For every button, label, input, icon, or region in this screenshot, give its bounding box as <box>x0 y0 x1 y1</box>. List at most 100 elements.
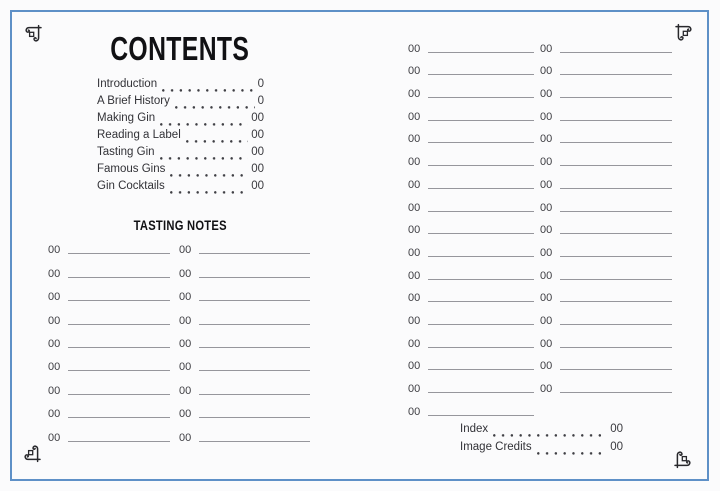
write-in-cell: 00 <box>48 351 179 374</box>
corner-flourish-icon <box>674 451 691 469</box>
write-in-cell: 00 <box>408 237 540 260</box>
write-in-cell: 00 <box>408 373 540 396</box>
page-number-placeholder: 00 <box>408 269 421 282</box>
page-number-placeholder: 00 <box>540 383 553 395</box>
right-page-row: 00 00 <box>408 215 672 238</box>
write-in-cell: 00 <box>540 192 672 215</box>
blank-write-in-line <box>428 346 534 348</box>
page-number-placeholder: 00 <box>48 244 61 257</box>
right-page-row-last: 00 <box>408 396 672 419</box>
section-title: TASTING NOTES <box>133 217 227 233</box>
blank-write-in-line <box>199 393 310 395</box>
write-in-cell: 00 <box>540 215 672 238</box>
write-in-cell: 00 <box>48 398 179 421</box>
write-in-cell: 00 <box>408 305 540 328</box>
blank-write-in-line <box>199 440 310 442</box>
write-in-cell: 00 <box>408 101 540 124</box>
write-in-cell: 00 <box>540 146 672 169</box>
back-matter-label: Image Credits <box>460 440 532 453</box>
dot-leader <box>158 112 249 129</box>
write-in-cell: 00 <box>408 283 540 306</box>
page-number-placeholder: 00 <box>408 42 421 55</box>
write-in-cell: 00 <box>540 351 672 374</box>
blank-write-in-line <box>428 323 534 325</box>
write-in-cell: 00 <box>48 281 179 304</box>
blank-write-in-line <box>428 233 534 235</box>
blank-write-in-line <box>428 414 534 416</box>
page-number-placeholder: 00 <box>540 337 553 350</box>
blank-write-in-line <box>428 210 534 212</box>
right-page-row: 00 00 <box>408 124 672 147</box>
page-number-placeholder: 00 <box>540 224 553 237</box>
blank-write-in-line <box>560 97 672 99</box>
tasting-notes-row: 00 00 <box>48 398 310 421</box>
right-page-row: 00 00 <box>408 146 672 169</box>
write-in-cell: 00 <box>408 215 540 238</box>
toc-entry-page-number: 00 <box>251 129 264 141</box>
page-number-placeholder: 00 <box>408 224 421 237</box>
page-number-placeholder: 00 <box>540 178 553 191</box>
page-number-placeholder: 00 <box>48 337 61 350</box>
blank-write-in-line <box>428 97 534 99</box>
blank-write-in-line <box>68 417 170 419</box>
right-page-row: 00 00 <box>408 237 672 260</box>
write-in-cell: 00 <box>48 257 179 280</box>
write-in-cell: 00 <box>179 398 310 421</box>
page-number-placeholder: 00 <box>540 88 553 101</box>
right-page-row: 00 00 <box>408 56 672 79</box>
blank-write-in-line <box>428 392 534 393</box>
right-page-row: 00 00 <box>408 78 672 101</box>
toc-entry-label: Making Gin <box>97 112 156 124</box>
blank-write-in-line <box>428 142 534 144</box>
page-number-placeholder: 00 <box>179 384 192 397</box>
write-in-cell: 00 <box>48 421 179 444</box>
dot-leader <box>168 163 249 180</box>
blank-write-in-line <box>560 165 672 167</box>
write-in-cell: 00 <box>48 234 179 257</box>
tasting-notes-title-wrap: TASTING NOTES <box>40 217 320 235</box>
tasting-notes-row: 00 00 <box>48 234 310 257</box>
page-number-placeholder: 00 <box>408 178 421 191</box>
toc-entry-page-number: 0 <box>257 78 264 90</box>
tasting-notes-row: 00 00 <box>48 351 310 374</box>
blank-write-in-line <box>68 370 170 372</box>
blank-write-in-line <box>560 255 672 257</box>
tasting-notes-row: 00 00 <box>48 304 310 327</box>
page-number-placeholder: 00 <box>540 65 553 78</box>
blank-write-in-line <box>560 233 672 235</box>
blank-write-in-line <box>560 74 672 76</box>
write-in-cell: 00 <box>48 328 179 351</box>
blank-write-in-line <box>560 51 672 53</box>
page-number-placeholder: 00 <box>408 156 421 169</box>
tasting-notes-row: 00 00 <box>48 281 310 304</box>
toc-entry-label: Tasting Gin <box>97 146 155 158</box>
write-in-cell: 00 <box>179 421 310 444</box>
corner-flourish-icon <box>24 445 41 463</box>
page-number-placeholder: 00 <box>540 42 553 55</box>
write-in-cell: 00 <box>408 192 540 215</box>
page-number-placeholder: 00 <box>408 88 421 101</box>
write-in-cell: 00 <box>540 169 672 192</box>
dot-leader <box>167 180 249 197</box>
toc-entry: Tasting Gin 00 <box>97 146 264 163</box>
blank-write-in-line <box>428 255 534 257</box>
write-in-cell: 00 <box>179 281 310 304</box>
write-in-cell: 00 <box>48 304 179 327</box>
write-in-cell: 00 <box>179 374 310 397</box>
write-in-cell: 00 <box>408 124 540 147</box>
toc-entry: Gin Cocktails 00 <box>97 180 264 197</box>
blank-write-in-line <box>428 51 534 53</box>
right-page-row: 00 00 <box>408 192 672 215</box>
page-number-placeholder: 00 <box>179 361 192 374</box>
page-number-placeholder: 00 <box>408 201 421 214</box>
blank-write-in-line <box>560 142 672 144</box>
blank-write-in-line <box>199 276 310 278</box>
page-number-placeholder: 00 <box>408 337 421 350</box>
blank-write-in-line <box>428 74 534 76</box>
right-page-grid: 00 00 00 00 00 00 <box>408 33 672 419</box>
toc-entry: A Brief History 0 <box>97 95 264 112</box>
write-in-cell: 00 <box>408 260 540 283</box>
right-page-row: 00 00 <box>408 373 672 396</box>
write-in-cell: 00 <box>179 234 310 257</box>
page-number-placeholder: 00 <box>540 269 553 282</box>
